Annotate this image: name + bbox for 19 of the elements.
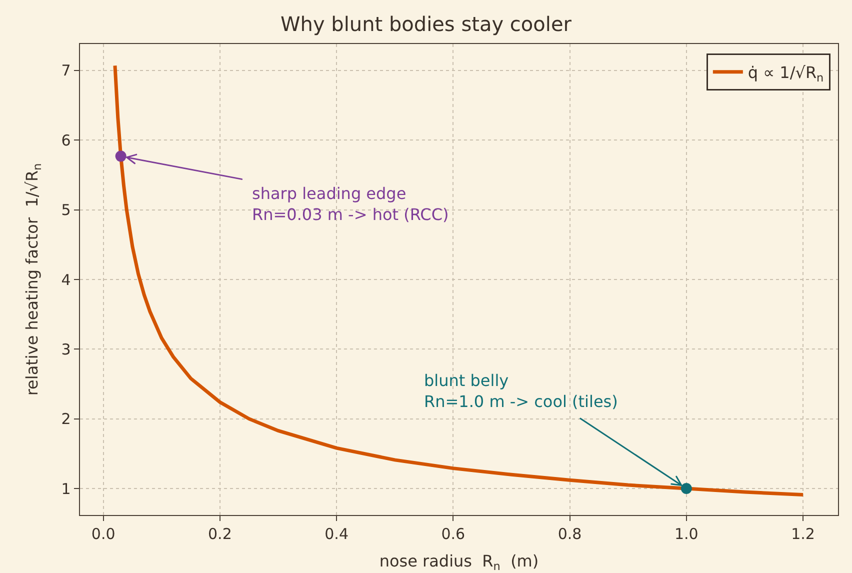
legend-label: q̇ ∝ 1/√R$_{n}$ (748, 63, 824, 84)
x-tick-label: 0.0 (91, 525, 116, 544)
y-tick-label: 2 (61, 410, 71, 428)
y-tick-label: 5 (61, 201, 71, 220)
x-tick-label: 0.4 (324, 525, 348, 544)
x-tick-label: 0.6 (441, 525, 466, 544)
x-axis-title: nose radius R$_{n}$ (m) (379, 552, 539, 573)
x-tick-label: 0.8 (558, 525, 582, 544)
annotation: sharp leading edge Rn=0.03 m -> hot (RCC) (252, 184, 449, 224)
y-tick-label: 3 (61, 340, 71, 358)
y-tick-label: 7 (61, 62, 71, 80)
x-tick-label: 0.2 (208, 525, 232, 544)
y-tick-label: 1 (61, 480, 71, 498)
annotation: blunt belly Rn=1.0 m -> cool (tiles) (424, 371, 618, 411)
chart-title: Why blunt bodies stay cooler (280, 12, 572, 36)
y-tick-label: 6 (61, 131, 71, 150)
x-tick-label: 1.0 (674, 525, 698, 544)
x-tick-label: 1.2 (791, 525, 815, 544)
y-tick-label: 4 (61, 270, 71, 289)
